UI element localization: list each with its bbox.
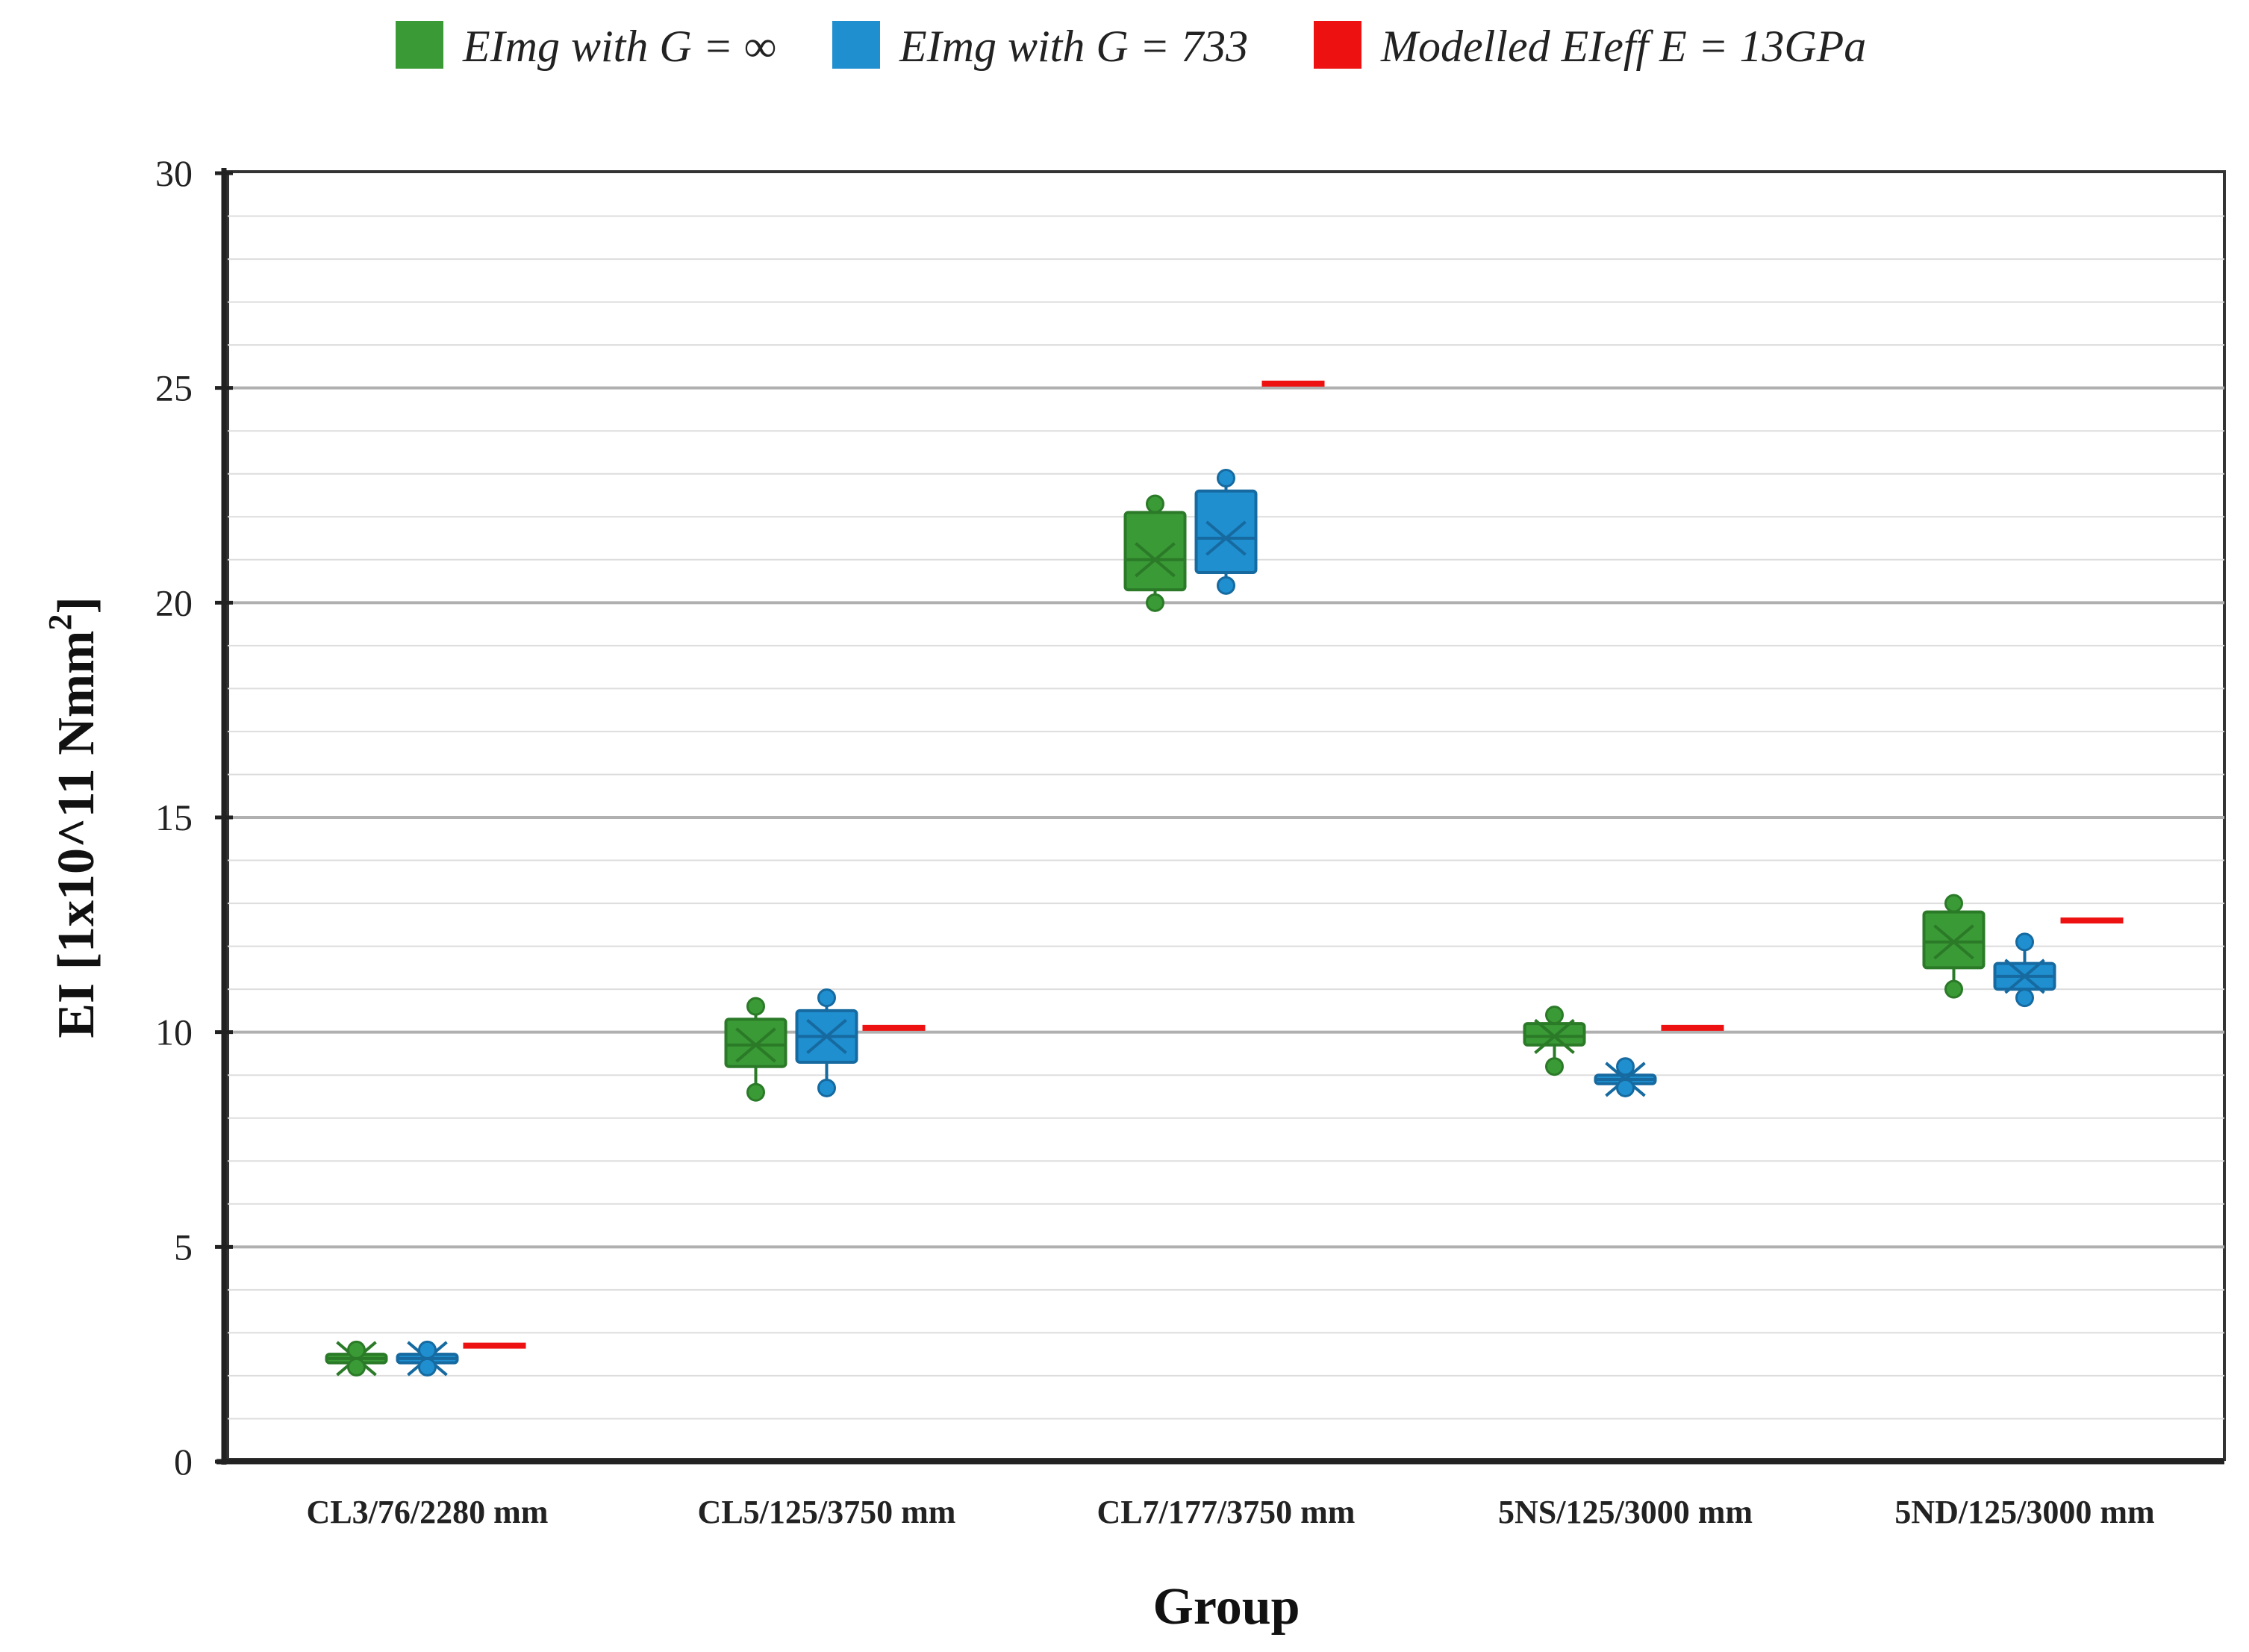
y-axis-ticks: 0 5 10 15 20 25 30 xyxy=(155,152,233,1483)
box-point-max xyxy=(1545,1006,1564,1025)
y-tick-label: 0 xyxy=(174,1441,193,1483)
box-body xyxy=(1123,511,1187,592)
box-point-min xyxy=(1616,1078,1635,1097)
box-point-min xyxy=(1545,1057,1564,1076)
box-point-min xyxy=(817,1078,836,1097)
box-1-4 xyxy=(1993,932,2056,1008)
y-tick-label: 20 xyxy=(155,582,193,623)
box-point-max xyxy=(1217,468,1235,487)
box-body xyxy=(1523,1022,1586,1047)
box-body xyxy=(1922,910,1986,970)
box-mean-marker-b xyxy=(1933,924,1974,960)
box-series xyxy=(325,468,2056,1377)
y-tick-label: 5 xyxy=(174,1226,193,1268)
legend: EImg with G = ∞ EImg with G = 733 Modell… xyxy=(396,21,1866,71)
box-point-min xyxy=(1146,593,1164,612)
box-1-3 xyxy=(1594,1057,1657,1097)
gridlines xyxy=(228,215,2224,1420)
box-point-min xyxy=(347,1357,366,1377)
box-0-0 xyxy=(325,1340,388,1377)
box-point-max xyxy=(817,988,836,1008)
y-tick-label: 25 xyxy=(155,367,193,409)
x-category-label: CL3/76/2280 mm xyxy=(307,1494,549,1530)
x-category-label: 5NS/125/3000 mm xyxy=(1498,1494,1753,1530)
y-axis-title-superscript: 2 xyxy=(42,614,78,631)
y-tick-label: 30 xyxy=(155,152,193,194)
box-point-max xyxy=(1616,1057,1635,1076)
box-0-2 xyxy=(1123,494,1187,612)
box-point-min xyxy=(746,1082,765,1102)
y-axis-title: EI [1x10^11 Nmm2] xyxy=(42,596,105,1038)
y-tick-label: 15 xyxy=(155,797,193,838)
box-0-4 xyxy=(1922,894,1986,999)
box-point-min xyxy=(1944,979,1963,999)
x-axis-category-labels: CL3/76/2280 mm CL5/125/3750 mm CL7/177/375… xyxy=(307,1494,2155,1530)
legend-swatch-green xyxy=(396,21,443,69)
box-point-min xyxy=(418,1357,437,1377)
box-mean-marker-b xyxy=(735,1027,776,1063)
box-0-3 xyxy=(1523,1006,1586,1076)
box-point-min xyxy=(2015,988,2034,1008)
x-category-label: 5ND/125/3000 mm xyxy=(1894,1494,2154,1530)
box-point-max xyxy=(1944,894,1963,913)
box-point-max xyxy=(1146,494,1164,514)
legend-swatch-red xyxy=(1314,21,1361,69)
y-axis-title-close: ] xyxy=(48,596,105,614)
box-point-max xyxy=(746,997,765,1016)
box-mean-marker-b xyxy=(1205,520,1247,556)
plot-frame xyxy=(226,170,2226,1461)
box-point-max xyxy=(347,1340,366,1359)
box-point-max xyxy=(418,1340,437,1359)
y-tick-label: 10 xyxy=(155,1012,193,1053)
box-1-2 xyxy=(1194,468,1258,595)
y-axis-title-main: EI [1x10^11 Nmm xyxy=(48,631,105,1038)
legend-label-blue: EImg with G = 733 xyxy=(899,22,1248,71)
x-axis-title: Group xyxy=(1152,1578,1300,1636)
modelled-series xyxy=(463,380,2124,1349)
box-0-1 xyxy=(724,997,787,1102)
box-mean-marker-b xyxy=(1135,542,1176,578)
box-body xyxy=(724,1017,787,1068)
box-1-1 xyxy=(795,988,858,1097)
box-mean-marker-b xyxy=(806,1018,847,1054)
box-1-0 xyxy=(396,1340,459,1377)
box-point-min xyxy=(1217,576,1235,595)
box-point-max xyxy=(2015,932,2034,952)
legend-label-red: Modelled EIeff E = 13GPa xyxy=(1380,22,1866,71)
x-category-label: CL5/125/3750 mm xyxy=(698,1494,956,1530)
svg-text:EI [1x10^11 Nmm2]: EI [1x10^11 Nmm2] xyxy=(42,596,105,1038)
legend-swatch-blue xyxy=(832,21,880,69)
box-mean-marker-b xyxy=(2004,959,2045,994)
legend-label-green: EImg with G = ∞ xyxy=(462,22,776,71)
x-category-label: CL7/177/3750 mm xyxy=(1097,1494,1356,1530)
box-body xyxy=(1194,489,1258,575)
box-mean-marker-b xyxy=(1534,1018,1575,1054)
